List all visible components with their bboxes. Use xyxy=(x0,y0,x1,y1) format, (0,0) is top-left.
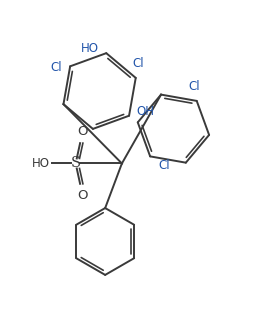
Text: OH: OH xyxy=(136,105,154,118)
Text: Cl: Cl xyxy=(158,159,170,172)
Text: S: S xyxy=(71,156,81,171)
Text: O: O xyxy=(78,188,88,202)
Text: HO: HO xyxy=(32,157,50,170)
Text: O: O xyxy=(78,126,88,138)
Text: Cl: Cl xyxy=(50,61,62,74)
Text: Cl: Cl xyxy=(188,80,200,93)
Text: Cl: Cl xyxy=(133,57,144,69)
Text: HO: HO xyxy=(81,43,99,55)
